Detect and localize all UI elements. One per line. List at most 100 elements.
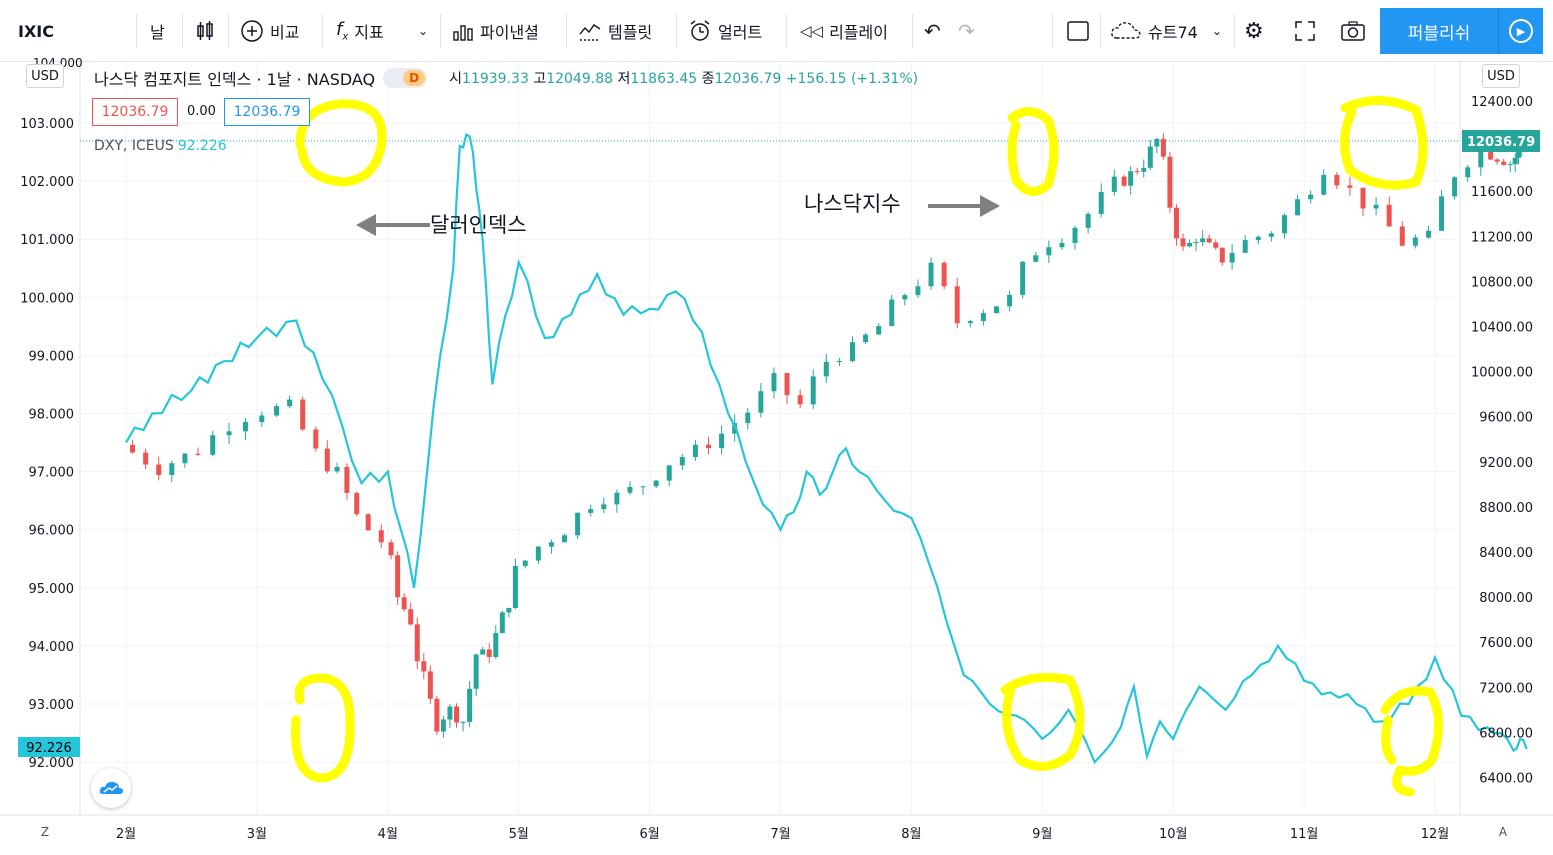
candle-body — [365, 514, 371, 531]
candle-body — [993, 306, 999, 314]
financials-button[interactable]: 파이낸셜 — [452, 12, 539, 50]
corner-left-label: Z — [40, 825, 50, 839]
candle-body — [614, 492, 620, 505]
dxy-name: DXY, ICEUS — [94, 138, 174, 154]
left-tick-label: 95.000 — [29, 582, 75, 597]
candle-body — [182, 453, 188, 464]
dxy-line — [125, 132, 1528, 765]
candle-body — [1494, 159, 1500, 162]
candle-body — [1501, 161, 1507, 165]
candle-body — [143, 452, 149, 465]
candle-body — [334, 466, 340, 472]
candle-body — [1242, 240, 1248, 253]
interval-badge[interactable]: D — [383, 68, 428, 88]
right-currency-label: USD — [1487, 68, 1515, 84]
snapshot-button[interactable] — [1340, 12, 1366, 50]
sell-price-box[interactable]: 12036.79 — [92, 98, 178, 126]
compare-label: 비교 — [270, 23, 300, 42]
alert-button[interactable]: 얼러트 — [688, 12, 762, 50]
candle-body — [771, 373, 777, 392]
indicators-dropdown-button[interactable]: ⌄ — [418, 12, 428, 50]
candle-body — [427, 671, 433, 699]
candle-body — [1452, 177, 1458, 197]
close-value: 12036.79 — [714, 71, 782, 87]
chart-type-button[interactable] — [194, 12, 216, 50]
candle-body — [967, 321, 973, 324]
candle-body — [1386, 204, 1392, 227]
candle-body — [1512, 157, 1518, 165]
right-tick-label: 9200.00 — [1479, 456, 1533, 471]
candle-body — [1111, 176, 1117, 192]
candle-body — [1478, 151, 1484, 168]
candle-body — [434, 698, 440, 732]
replay-button[interactable]: ◁◁ 리플레이 — [800, 12, 888, 50]
candle-body — [1281, 215, 1287, 234]
undo-icon: ↶ — [924, 19, 941, 43]
compare-button[interactable]: 비교 — [240, 12, 299, 50]
candle-body — [902, 295, 908, 300]
interval-label: 날 — [150, 23, 165, 42]
buy-price-box[interactable]: 12036.79 — [224, 98, 310, 126]
candle-body — [499, 612, 505, 634]
candle-body — [653, 480, 659, 487]
time-tick-label: 5월 — [509, 827, 529, 842]
bar-chart-icon — [453, 25, 473, 41]
layout-label: 슈트74 — [1148, 23, 1198, 42]
candle-body — [259, 415, 265, 423]
fullscreen-button[interactable] — [1294, 12, 1316, 50]
undo-button[interactable]: ↶ — [924, 12, 941, 50]
redo-button[interactable]: ↷ — [958, 12, 975, 50]
symbol-search-button[interactable]: IXIC — [18, 12, 54, 50]
candle-body — [460, 721, 466, 723]
corner-right-label: A — [1498, 825, 1508, 839]
left-last-price-tag — [18, 737, 80, 757]
candle-body — [706, 444, 712, 449]
right-tick-label: 9600.00 — [1479, 411, 1533, 426]
publish-button[interactable]: 퍼블리쉬 — [1380, 8, 1498, 54]
candle-body — [1173, 207, 1179, 239]
timezone-button[interactable]: Z — [34, 822, 56, 842]
indicators-button[interactable]: fx 지표 — [336, 12, 384, 50]
high-value: 12049.88 — [546, 71, 614, 87]
candle-body — [1147, 146, 1153, 168]
candle-body — [876, 326, 882, 335]
change-value: +156.15 (+1.31%) — [785, 71, 919, 87]
right-last-price-tag — [1462, 130, 1540, 152]
candle-body — [1465, 167, 1471, 178]
candle-body — [1160, 138, 1166, 157]
settings-button[interactable]: ⚙ — [1244, 12, 1264, 50]
toolbar-divider — [676, 14, 677, 48]
toolbar-divider — [1052, 14, 1053, 48]
play-button[interactable]: ▶ — [1498, 8, 1543, 54]
candle-body — [1219, 247, 1225, 263]
arrow-head-icon — [980, 195, 1000, 217]
interval-button[interactable]: 날 — [150, 12, 165, 50]
left-tick-label: 92.000 — [29, 756, 75, 771]
right-tick-label: 11200.00 — [1471, 230, 1533, 245]
templates-label: 템플릿 — [608, 23, 653, 42]
candle-body — [130, 444, 136, 453]
auto-scale-button[interactable]: A — [1492, 822, 1514, 842]
time-tick-label: 10월 — [1159, 827, 1188, 842]
cloud-layout-button[interactable]: 슈트74 ⌄ — [1110, 12, 1222, 50]
candle-body — [1255, 236, 1261, 241]
candle-body — [242, 422, 248, 432]
layout-select-button[interactable] — [1066, 12, 1090, 50]
candle-body — [1020, 261, 1026, 295]
candle-body — [1180, 238, 1186, 247]
candle-body — [486, 649, 492, 657]
right-currency-button[interactable]: USD — [1482, 64, 1520, 88]
candle-body — [401, 597, 407, 610]
candle-body — [210, 435, 216, 455]
candle-body — [1007, 294, 1013, 307]
candle-body — [1213, 242, 1219, 248]
time-tick-label: 12월 — [1421, 827, 1450, 842]
candle-body — [1425, 230, 1431, 238]
alarm-clock-icon — [690, 20, 710, 41]
tradingview-logo[interactable] — [91, 768, 131, 808]
templates-button[interactable]: 템플릿 — [578, 12, 652, 50]
left-currency-button[interactable]: USD — [26, 64, 64, 88]
play-icon: ▶ — [1509, 19, 1533, 43]
candle-body — [758, 391, 764, 413]
